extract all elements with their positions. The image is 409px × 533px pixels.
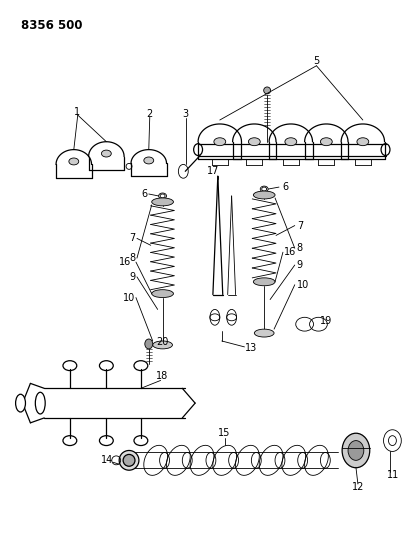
Text: 16: 16 (119, 257, 131, 267)
Ellipse shape (356, 138, 368, 146)
Ellipse shape (319, 138, 331, 146)
Text: 8: 8 (129, 253, 135, 263)
Text: 9: 9 (296, 260, 302, 270)
Ellipse shape (123, 455, 135, 466)
Text: 8: 8 (296, 243, 302, 253)
Ellipse shape (144, 157, 153, 164)
Text: 5: 5 (313, 56, 319, 66)
Ellipse shape (248, 138, 260, 146)
Text: 8356 500: 8356 500 (20, 19, 82, 32)
Ellipse shape (119, 450, 139, 470)
Text: 7: 7 (129, 233, 135, 244)
Text: 6: 6 (141, 189, 147, 199)
Ellipse shape (284, 138, 296, 146)
Ellipse shape (151, 289, 173, 297)
Ellipse shape (347, 441, 363, 461)
Text: 19: 19 (319, 316, 332, 326)
Text: 7: 7 (296, 221, 302, 231)
Text: 16: 16 (283, 247, 295, 257)
Ellipse shape (69, 158, 79, 165)
Text: 6: 6 (281, 182, 288, 192)
Ellipse shape (254, 329, 273, 337)
Text: 18: 18 (155, 372, 168, 382)
Ellipse shape (151, 198, 173, 206)
Text: 12: 12 (351, 482, 364, 492)
Text: 20: 20 (156, 337, 169, 347)
Text: 15: 15 (217, 427, 229, 438)
Ellipse shape (253, 191, 274, 199)
Text: 10: 10 (296, 280, 308, 290)
Ellipse shape (341, 433, 369, 468)
Text: 13: 13 (245, 343, 257, 353)
Ellipse shape (213, 138, 225, 146)
Text: 1: 1 (74, 107, 80, 117)
Ellipse shape (144, 339, 152, 349)
Text: 10: 10 (123, 293, 135, 303)
Text: 11: 11 (386, 470, 398, 480)
Text: 9: 9 (129, 272, 135, 282)
Text: 17: 17 (207, 166, 219, 176)
Ellipse shape (152, 341, 172, 349)
Ellipse shape (253, 278, 274, 286)
Ellipse shape (101, 150, 111, 157)
Text: 3: 3 (182, 109, 188, 119)
Ellipse shape (263, 87, 270, 94)
Text: 14: 14 (101, 455, 113, 465)
Text: 2: 2 (146, 109, 152, 119)
